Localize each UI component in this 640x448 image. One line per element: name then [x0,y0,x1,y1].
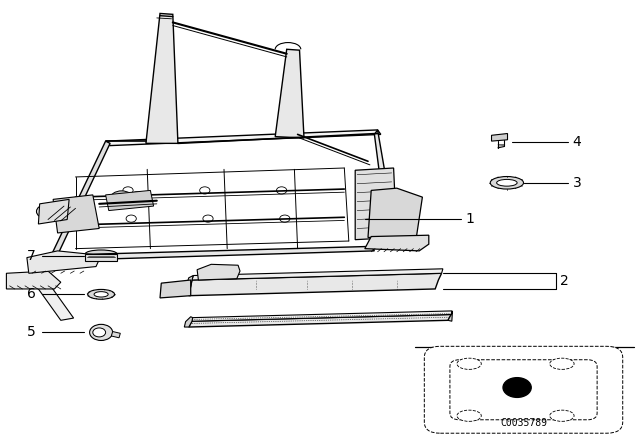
Polygon shape [51,141,110,258]
Circle shape [41,208,51,215]
Polygon shape [448,311,452,321]
Circle shape [90,324,113,340]
Circle shape [409,236,417,241]
Circle shape [110,191,133,207]
Circle shape [126,215,136,222]
Polygon shape [186,276,193,296]
Circle shape [203,215,213,222]
Text: 2: 2 [560,274,569,289]
Circle shape [286,65,294,70]
Text: 7: 7 [27,249,36,263]
Polygon shape [111,332,120,338]
Polygon shape [192,311,452,321]
Polygon shape [53,195,99,233]
Polygon shape [355,168,397,240]
Ellipse shape [88,289,115,299]
Circle shape [276,187,287,194]
Polygon shape [85,254,117,261]
Ellipse shape [550,358,574,369]
Text: 3: 3 [573,176,582,190]
Circle shape [165,284,178,293]
Circle shape [200,187,210,194]
Ellipse shape [94,292,108,297]
Polygon shape [50,246,374,261]
Circle shape [280,215,290,222]
Polygon shape [184,317,193,327]
Circle shape [503,378,531,397]
Polygon shape [38,199,69,224]
Ellipse shape [85,250,117,258]
Polygon shape [374,130,390,208]
Circle shape [158,86,167,93]
Circle shape [168,287,175,291]
Polygon shape [365,235,429,251]
Polygon shape [192,269,443,280]
Ellipse shape [550,410,574,421]
Polygon shape [160,280,191,298]
Circle shape [158,33,167,39]
Circle shape [158,104,167,111]
Ellipse shape [457,358,481,369]
Circle shape [396,237,404,242]
Text: 1: 1 [466,211,475,226]
Text: C0035789: C0035789 [500,418,547,428]
Polygon shape [106,190,154,211]
Text: 6: 6 [27,287,36,302]
Circle shape [158,122,167,129]
Circle shape [116,195,127,203]
Polygon shape [74,170,355,248]
Circle shape [133,195,142,201]
Circle shape [36,205,56,218]
Circle shape [286,100,294,106]
Polygon shape [6,271,61,289]
Text: 5: 5 [27,325,36,340]
Polygon shape [197,264,240,280]
Circle shape [286,118,294,124]
Polygon shape [106,130,381,146]
Polygon shape [189,273,442,296]
Polygon shape [146,13,178,143]
Circle shape [377,236,385,241]
Ellipse shape [457,410,481,421]
Ellipse shape [490,177,524,189]
Circle shape [158,69,167,75]
FancyBboxPatch shape [450,360,597,420]
Polygon shape [29,273,74,320]
Circle shape [123,187,133,194]
Circle shape [129,192,147,204]
Polygon shape [492,134,508,141]
Polygon shape [27,251,101,273]
Circle shape [158,51,167,57]
Polygon shape [368,188,422,240]
Text: 4: 4 [573,135,582,150]
Polygon shape [275,49,304,138]
Ellipse shape [497,179,517,186]
Polygon shape [189,314,451,327]
Circle shape [93,328,106,337]
Circle shape [286,82,294,88]
FancyBboxPatch shape [424,346,623,433]
